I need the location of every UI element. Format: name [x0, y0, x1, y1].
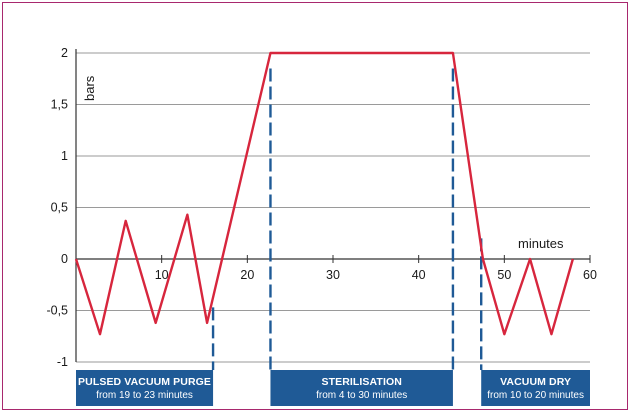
x-tick-label-4: 50 [497, 268, 511, 282]
phase-title: VACUUM DRY [500, 376, 571, 388]
phase-box-0: PULSED VACUUM PURGE from 19 to 23 minutes [76, 370, 214, 406]
y-tick-labels: 2 1,5 1 0,5 0 -0,5 -1 [46, 46, 68, 369]
pressure-line [74, 51, 575, 336]
x-tick-label-3: 40 [412, 268, 426, 282]
phase-box-bg [76, 370, 214, 406]
y-tick-label-6: -1 [57, 355, 68, 369]
phase-box-bg [270, 370, 453, 406]
x-tick-labels: 10 20 30 40 50 60 [155, 268, 597, 282]
y-axis-label: bars [82, 75, 97, 101]
x-tick-label-5: 60 [583, 268, 597, 282]
phase-subtitle: from 4 to 30 minutes [316, 390, 407, 401]
x-tick-label-2: 30 [326, 268, 340, 282]
y-tick-label-2: 1 [61, 149, 68, 163]
phase-box-2: VACUUM DRY from 10 to 20 minutes [481, 370, 590, 406]
x-axis-label: minutes [518, 236, 564, 251]
phase-title: STERILISATION [321, 376, 401, 388]
phase-box-bg [481, 370, 590, 406]
phase-box-1: STERILISATION from 4 to 30 minutes [270, 370, 453, 406]
x-tick-label-0: 10 [155, 268, 169, 282]
y-tick-label-0: 2 [61, 46, 68, 60]
y-tick-label-5: -0,5 [46, 304, 68, 318]
x-tick-label-1: 20 [240, 268, 254, 282]
y-tick-label-1: 1,5 [51, 98, 68, 112]
phase-subtitle: from 10 to 20 minutes [487, 390, 584, 401]
phase-boxes: PULSED VACUUM PURGE from 19 to 23 minutes… [76, 370, 590, 406]
phase-markers [211, 68, 483, 370]
y-tick-label-4: 0 [61, 252, 68, 266]
phase-subtitle: from 19 to 23 minutes [96, 390, 193, 401]
grid [75, 49, 591, 363]
phase-title: PULSED VACUUM PURGE [78, 376, 211, 388]
y-tick-label-3: 0,5 [51, 201, 68, 215]
